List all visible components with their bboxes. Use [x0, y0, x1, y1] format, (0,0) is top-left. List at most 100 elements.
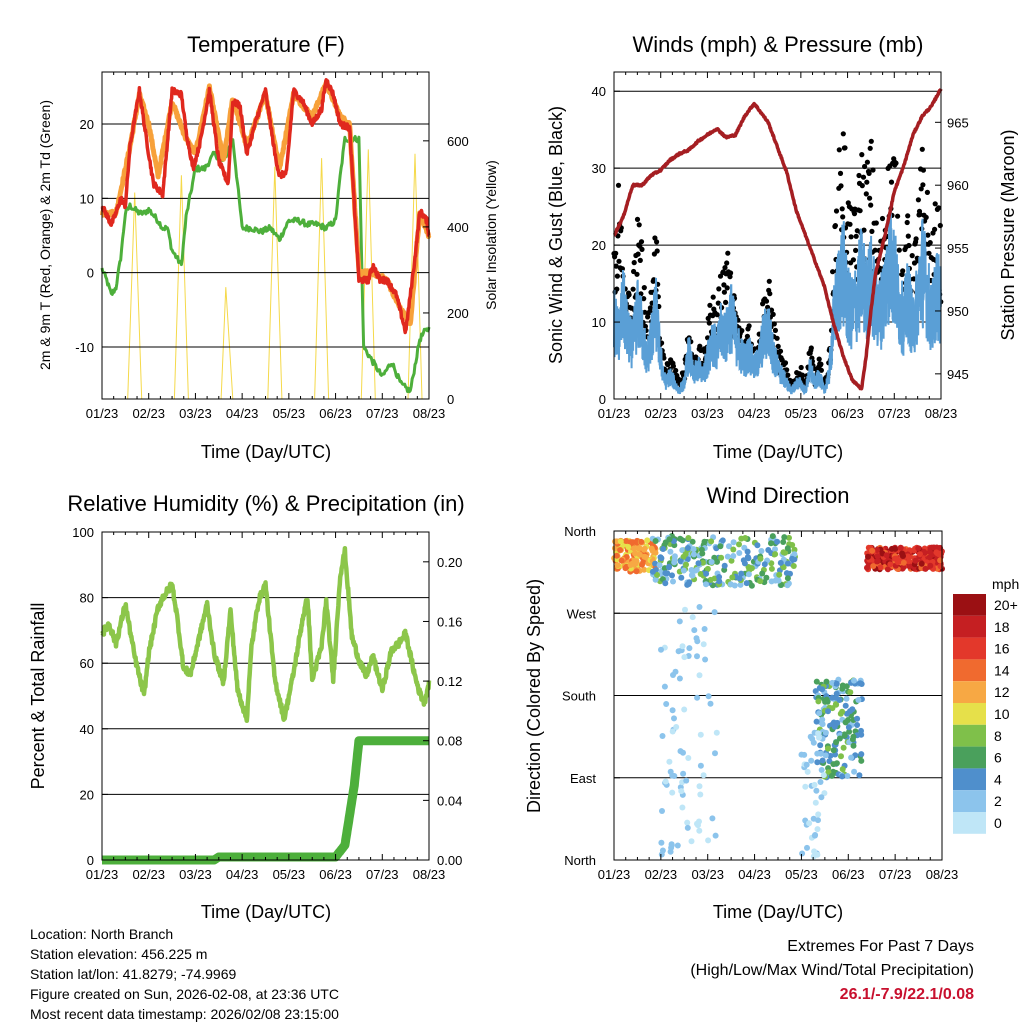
direction-point [690, 546, 697, 553]
direction-point [712, 750, 718, 757]
gust-point [868, 202, 874, 208]
direction-point [869, 547, 876, 554]
direction-point [683, 777, 690, 784]
legend-label: 4 [994, 771, 1002, 787]
direction-point [724, 553, 731, 560]
direction-point [738, 570, 745, 577]
legend-label: 18 [994, 619, 1010, 635]
x-tick-label: 04/23 [226, 406, 259, 421]
gust-point [864, 179, 870, 185]
x-tick-label: 05/23 [273, 867, 306, 882]
y2-tick-label: 400 [447, 220, 469, 235]
direction-point [613, 552, 620, 559]
gust-point [851, 211, 858, 217]
sonic-wind-line [613, 211, 942, 396]
direction-point [714, 558, 720, 565]
direction-point [893, 555, 900, 562]
gust-point [706, 320, 712, 326]
latlon-text: Station lat/lon: 41.8279; -74.9969 [30, 966, 237, 982]
direction-point [784, 560, 791, 567]
direction-point [707, 700, 714, 707]
solar-peak [127, 192, 143, 400]
direction-point [819, 716, 826, 723]
temperature-xlabel: Time (Day/UTC) [201, 442, 331, 462]
direction-point [745, 571, 752, 578]
direction-point [917, 551, 923, 558]
y2-tick-label: 600 [447, 134, 469, 149]
gust-point [859, 152, 865, 158]
gust-point [652, 235, 658, 241]
direction-point [721, 562, 728, 569]
gust-point [654, 248, 660, 254]
pressure-line [612, 88, 943, 391]
direction-point [838, 753, 844, 760]
direction-point [677, 558, 684, 565]
direction-point [669, 772, 676, 779]
direction-point [905, 558, 912, 565]
y2-tick-label: 0.04 [437, 793, 462, 808]
gust-point [830, 269, 836, 275]
x-tick-label: 08/23 [926, 867, 959, 882]
direction-point [813, 678, 820, 685]
gust-point [925, 232, 931, 238]
direction-point [632, 550, 638, 557]
temperature-x-axis: 01/23 02/23 03/23 04/23 05/23 06/23 07/23 08/23 [86, 72, 445, 421]
direction-point [659, 808, 665, 814]
x-tick-label: 04/23 [738, 867, 771, 882]
winds-title: Winds (mph) & Pressure (mb) [633, 32, 924, 57]
gust-point [772, 327, 779, 333]
gust-point [920, 182, 926, 188]
direction-point [698, 546, 705, 553]
direction-point [744, 548, 751, 555]
gust-point [715, 300, 721, 306]
direction-point [892, 545, 899, 552]
x-tick-label: 08/23 [413, 867, 446, 882]
temp-9m-line [100, 80, 432, 326]
x-tick-label: 02/23 [132, 406, 165, 421]
x-tick-label: 01/23 [598, 406, 631, 421]
extremes-title: Extremes For Past 7 Days [787, 938, 974, 955]
direction-point [812, 799, 819, 806]
gust-point [848, 234, 854, 240]
direction-point [679, 643, 686, 650]
direction-point [745, 555, 752, 562]
direction-point [740, 557, 747, 564]
direction-point [839, 766, 846, 773]
temperature-title: Temperature (F) [187, 32, 345, 57]
direction-point [712, 832, 719, 839]
gust-point [723, 299, 729, 305]
x-tick-label: 02/23 [132, 867, 165, 882]
direction-point [833, 694, 840, 701]
direction-point [703, 581, 709, 588]
direction-point [823, 696, 830, 703]
gust-point [647, 305, 654, 311]
direction-point [772, 546, 778, 553]
direction-point [842, 702, 849, 709]
direction-point [858, 681, 865, 687]
y-tick-label: 20 [592, 238, 606, 253]
direction-point [806, 820, 813, 827]
direction-point [870, 563, 877, 570]
direction-point [790, 563, 797, 569]
direction-point [918, 560, 925, 567]
gust-point [782, 360, 789, 366]
gust-point [909, 253, 915, 259]
direction-point [681, 706, 688, 713]
direction-point [633, 568, 640, 575]
gust-point [857, 208, 863, 214]
direction-point [695, 560, 702, 567]
gust-point [725, 250, 731, 256]
gust-point [853, 233, 859, 239]
direction-point [685, 535, 692, 541]
x-tick-label: 03/23 [179, 867, 212, 882]
gust-point [641, 285, 647, 291]
gust-point [867, 145, 873, 151]
gust-point [673, 367, 679, 374]
gust-point [840, 214, 846, 220]
direction-point [689, 614, 696, 621]
x-tick-label: 05/23 [273, 406, 306, 421]
temperature-ylabel: 2m & 9m T (Red, Orange) & 2m Td (Green) [37, 100, 53, 370]
direction-point [736, 575, 743, 582]
gust-point [784, 367, 790, 373]
gust-point [785, 372, 791, 378]
